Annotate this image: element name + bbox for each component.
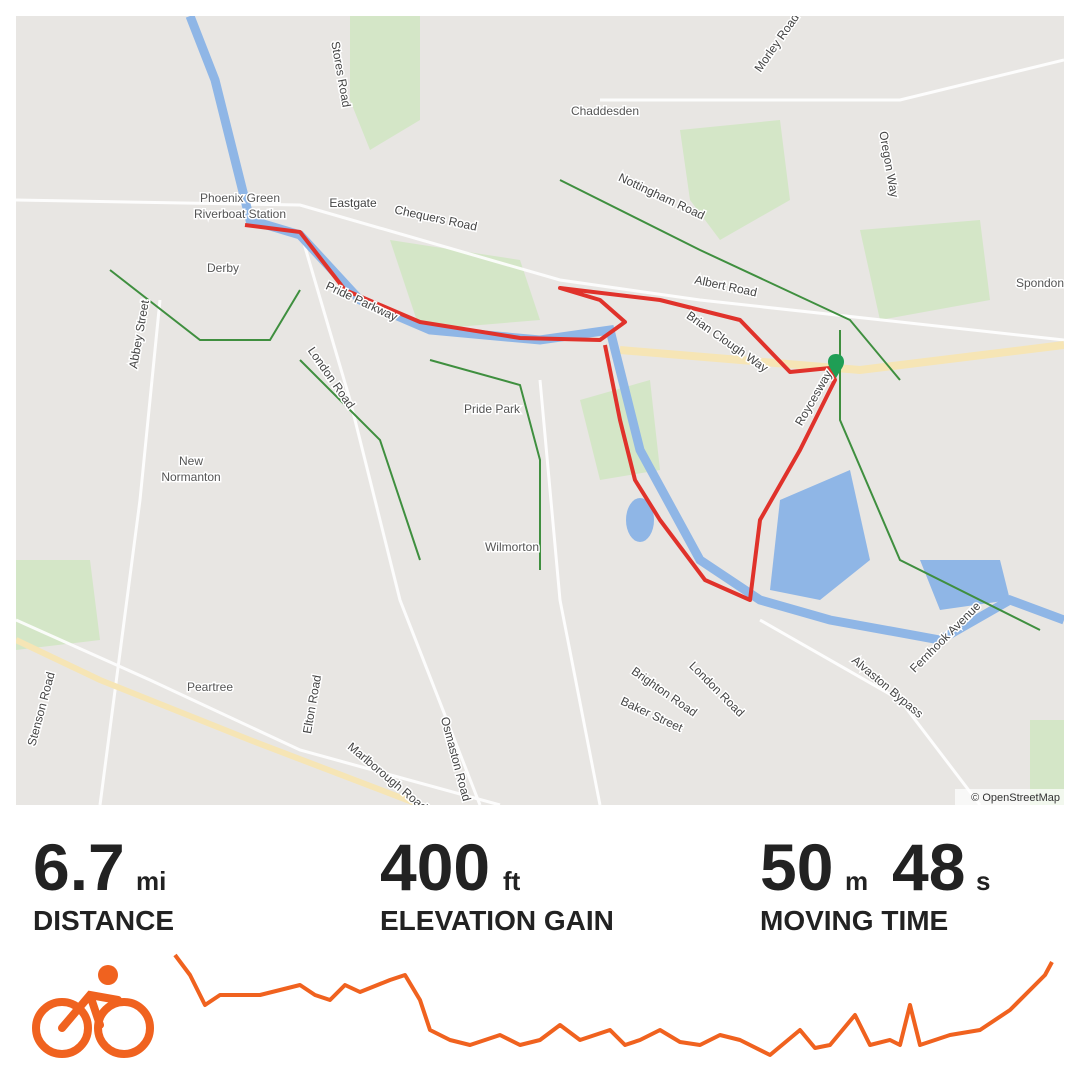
map-label: Derby bbox=[207, 261, 239, 275]
map-background bbox=[16, 16, 1064, 805]
map-label: Pride Park bbox=[464, 402, 521, 416]
time-seconds-unit: s bbox=[976, 866, 990, 896]
attribution: © OpenStreetMap bbox=[971, 792, 1060, 804]
map-label: Riverboat Station bbox=[194, 207, 286, 221]
time-minutes-unit: m bbox=[845, 866, 868, 896]
map-label: Wilmorton bbox=[485, 540, 539, 554]
cyclist-head bbox=[98, 965, 118, 985]
main-road bbox=[619, 341, 1064, 375]
time-seconds: 48 bbox=[892, 830, 965, 904]
route bbox=[244, 223, 837, 602]
lake bbox=[626, 498, 654, 542]
map-label: Eastgate bbox=[329, 196, 377, 210]
map-label: Peartree bbox=[187, 680, 233, 694]
elevation-profile bbox=[173, 953, 1054, 1057]
cycle-paths bbox=[109, 179, 1041, 631]
map-label: Spondon bbox=[1016, 276, 1064, 290]
attribution-bg bbox=[955, 789, 1064, 805]
river bbox=[185, 16, 1064, 645]
time-minutes: 50 bbox=[760, 830, 833, 904]
distance-unit: mi bbox=[136, 866, 166, 896]
map-label: Phoenix Green bbox=[200, 191, 280, 205]
lake bbox=[920, 560, 1010, 610]
main-road bbox=[16, 637, 422, 805]
map-label: Normanton bbox=[161, 470, 220, 484]
start-marker bbox=[828, 354, 844, 378]
elevation-label: ELEVATION GAIN bbox=[380, 905, 614, 936]
lake bbox=[770, 470, 870, 600]
time-label: MOVING TIME bbox=[760, 905, 948, 936]
cyclist-icon bbox=[32, 990, 154, 1058]
distance-value: 6.7 bbox=[33, 830, 125, 904]
elevation-value: 400 bbox=[380, 830, 490, 904]
elevation-unit: ft bbox=[503, 866, 521, 896]
parks bbox=[16, 16, 1064, 805]
distance-label: DISTANCE bbox=[33, 905, 174, 936]
roads bbox=[16, 58, 1064, 805]
map-label: Chaddesden bbox=[571, 104, 639, 118]
map-label: New bbox=[179, 454, 203, 468]
